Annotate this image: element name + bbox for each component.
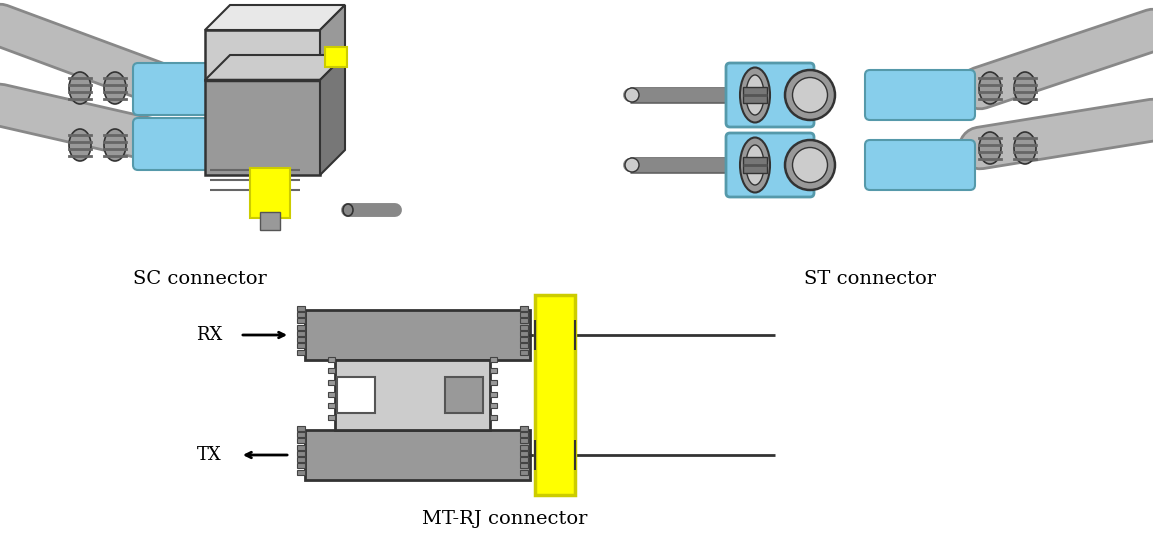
Bar — [327, 404, 336, 409]
Bar — [520, 350, 528, 355]
Ellipse shape — [625, 158, 639, 172]
Bar — [445, 377, 483, 413]
Bar — [297, 331, 306, 336]
Bar — [520, 331, 528, 336]
Bar — [297, 325, 306, 330]
Text: RX: RX — [196, 326, 223, 344]
Polygon shape — [321, 5, 345, 80]
Ellipse shape — [746, 145, 764, 185]
Bar — [306, 430, 530, 480]
Ellipse shape — [979, 72, 1001, 104]
Ellipse shape — [69, 129, 91, 161]
FancyBboxPatch shape — [865, 140, 975, 190]
Bar — [520, 444, 528, 450]
Polygon shape — [321, 55, 345, 175]
Bar — [520, 426, 528, 431]
Bar — [297, 350, 306, 355]
Ellipse shape — [104, 72, 126, 104]
Bar — [297, 312, 306, 317]
Bar — [297, 463, 306, 468]
Ellipse shape — [1013, 132, 1037, 164]
Bar — [306, 310, 530, 360]
Bar — [297, 343, 306, 349]
Text: SC connector: SC connector — [133, 270, 266, 288]
Bar — [297, 451, 306, 456]
Bar — [325, 47, 347, 67]
Bar — [297, 426, 306, 431]
Bar — [297, 432, 306, 437]
Bar — [297, 457, 306, 462]
Bar — [490, 380, 497, 385]
Bar — [259, 212, 280, 230]
Ellipse shape — [740, 67, 770, 122]
Bar — [490, 368, 497, 373]
Bar — [327, 392, 336, 397]
Bar — [520, 306, 528, 311]
FancyBboxPatch shape — [133, 118, 213, 170]
Bar — [327, 380, 336, 385]
Bar — [743, 157, 767, 173]
Bar — [520, 337, 528, 342]
Bar — [535, 295, 575, 495]
Ellipse shape — [792, 147, 828, 182]
Ellipse shape — [625, 88, 639, 102]
Ellipse shape — [979, 132, 1001, 164]
Bar — [520, 438, 528, 443]
Bar — [520, 343, 528, 349]
Text: MT-RJ connector: MT-RJ connector — [422, 510, 588, 528]
Ellipse shape — [342, 204, 353, 216]
Bar — [297, 469, 306, 475]
Bar — [205, 80, 321, 175]
Bar — [743, 87, 767, 103]
Bar — [520, 432, 528, 437]
Bar — [250, 168, 291, 218]
Bar — [520, 325, 528, 330]
Ellipse shape — [740, 138, 770, 193]
Ellipse shape — [1013, 72, 1037, 104]
Bar — [520, 457, 528, 462]
Text: TX: TX — [197, 446, 223, 464]
Bar — [490, 357, 497, 362]
Ellipse shape — [785, 70, 835, 120]
Ellipse shape — [746, 75, 764, 115]
Bar — [327, 357, 336, 362]
Ellipse shape — [104, 129, 126, 161]
Bar — [490, 392, 497, 397]
Bar — [336, 360, 490, 430]
Polygon shape — [205, 5, 345, 30]
Ellipse shape — [69, 72, 91, 104]
Bar — [297, 306, 306, 311]
FancyBboxPatch shape — [865, 70, 975, 120]
Polygon shape — [205, 55, 345, 80]
Bar — [297, 318, 306, 324]
FancyBboxPatch shape — [726, 63, 814, 127]
Bar — [297, 444, 306, 450]
Bar — [337, 377, 375, 413]
Bar — [205, 30, 321, 80]
Bar — [520, 312, 528, 317]
Text: ST connector: ST connector — [804, 270, 936, 288]
Bar — [297, 337, 306, 342]
Bar — [520, 469, 528, 475]
Bar — [297, 438, 306, 443]
Bar — [520, 463, 528, 468]
Bar — [327, 368, 336, 373]
Bar — [520, 318, 528, 324]
FancyBboxPatch shape — [726, 133, 814, 197]
Bar — [520, 451, 528, 456]
FancyBboxPatch shape — [133, 63, 213, 115]
Bar — [327, 415, 336, 420]
Ellipse shape — [792, 77, 828, 113]
Bar — [490, 404, 497, 409]
Bar — [490, 415, 497, 420]
Ellipse shape — [785, 140, 835, 190]
